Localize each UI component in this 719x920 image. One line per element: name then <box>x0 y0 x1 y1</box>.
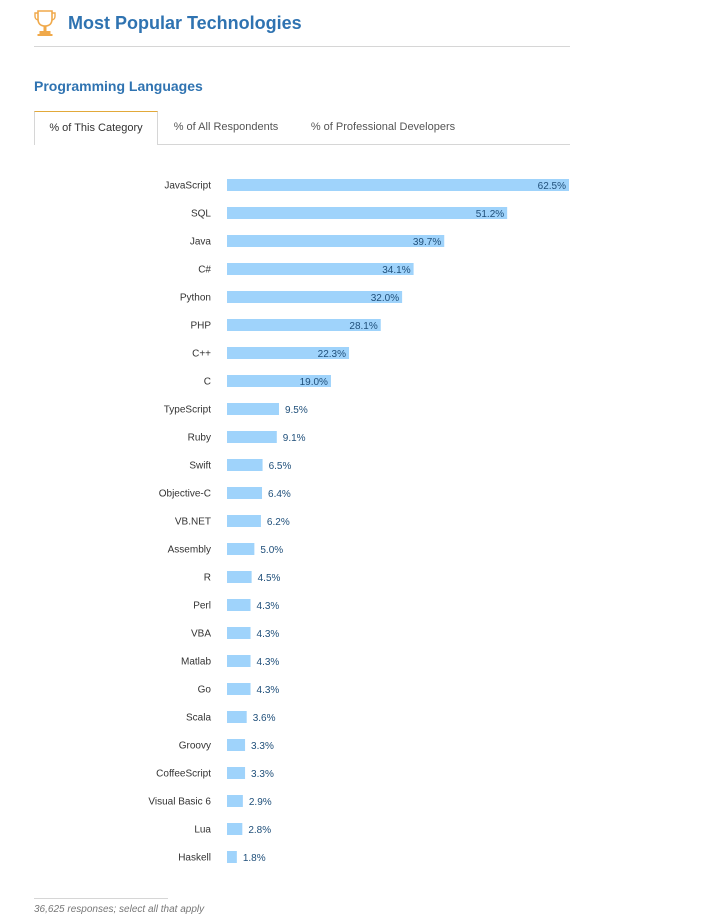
value-label: 6.5% <box>269 461 292 472</box>
value-label: 6.4% <box>268 489 291 500</box>
value-label: 22.3% <box>318 349 346 360</box>
category-label: Ruby <box>188 433 211 444</box>
bar[interactable] <box>227 767 246 779</box>
page-title: Most Popular Technologies <box>68 13 302 33</box>
bar[interactable] <box>227 599 251 611</box>
category-label: JavaScript <box>164 181 211 192</box>
bar[interactable] <box>227 235 445 247</box>
footnote: 36,625 responses; select all that apply <box>34 904 205 915</box>
bar[interactable] <box>227 263 414 275</box>
category-label: Python <box>180 293 211 304</box>
bar[interactable] <box>227 711 247 723</box>
section-title: Programming Languages <box>34 78 203 94</box>
category-label: Java <box>190 237 212 248</box>
value-label: 9.1% <box>283 433 306 444</box>
category-label: SQL <box>191 209 211 220</box>
bar[interactable] <box>227 543 255 555</box>
value-label: 32.0% <box>371 293 399 304</box>
category-label: Scala <box>186 713 211 724</box>
value-label: 1.8% <box>243 853 266 864</box>
category-label: Objective-C <box>159 489 211 500</box>
value-label: 62.5% <box>538 181 566 192</box>
bar-chart: JavaScript 62.5% SQL 51.2% Java 39.7% C# 34.1% P… <box>148 179 569 864</box>
bar[interactable] <box>227 823 243 835</box>
header: Most Popular Technologies <box>34 8 570 47</box>
bar[interactable] <box>227 683 251 695</box>
value-label: 3.6% <box>253 713 276 724</box>
value-label: 4.3% <box>257 629 280 640</box>
bar[interactable] <box>227 347 350 359</box>
value-label: 4.3% <box>257 685 280 696</box>
bar[interactable] <box>227 375 331 387</box>
category-label: C# <box>198 265 211 276</box>
bar[interactable] <box>227 739 246 751</box>
bar[interactable] <box>227 403 279 415</box>
category-label: C++ <box>192 349 211 360</box>
category-label: TypeScript <box>164 405 211 416</box>
value-label: 9.5% <box>285 405 308 416</box>
value-label: 4.5% <box>258 573 281 584</box>
category-label: CoffeeScript <box>156 769 211 780</box>
category-label: Swift <box>189 461 211 472</box>
bar[interactable] <box>227 515 261 527</box>
footnote-divider <box>34 898 168 899</box>
tab-bar: % of This Category % of All Respondents … <box>34 111 570 145</box>
category-label: VB.NET <box>175 517 211 528</box>
tab-this-category[interactable]: % of This Category <box>34 111 158 145</box>
category-label: Haskell <box>178 853 211 864</box>
bar[interactable] <box>227 207 508 219</box>
category-label: PHP <box>190 321 211 332</box>
bar[interactable] <box>227 459 263 471</box>
bar[interactable] <box>227 291 403 303</box>
value-label: 51.2% <box>476 209 504 220</box>
category-label: Visual Basic 6 <box>148 797 211 808</box>
value-label: 5.0% <box>260 545 283 556</box>
bar[interactable] <box>227 851 237 863</box>
trophy-icon <box>34 10 56 36</box>
category-label: Perl <box>193 601 211 612</box>
value-label: 6.2% <box>267 517 290 528</box>
bar[interactable] <box>227 795 243 807</box>
bar[interactable] <box>227 655 251 667</box>
bar[interactable] <box>227 431 277 443</box>
category-label: VBA <box>191 629 211 640</box>
bar[interactable] <box>227 627 251 639</box>
category-label: Matlab <box>181 657 211 668</box>
value-label: 39.7% <box>413 237 441 248</box>
category-label: Lua <box>194 825 211 836</box>
category-label: Go <box>198 685 212 696</box>
tab-professional-developers[interactable]: % of Professional Developers <box>310 121 456 133</box>
value-label: 3.3% <box>251 741 274 752</box>
category-label: C <box>204 377 211 388</box>
category-label: Assembly <box>168 545 211 556</box>
category-label: R <box>204 573 211 584</box>
bar[interactable] <box>227 571 252 583</box>
value-label: 19.0% <box>300 377 328 388</box>
value-label: 4.3% <box>257 657 280 668</box>
value-label: 34.1% <box>382 265 410 276</box>
category-label: Groovy <box>179 741 211 752</box>
tab-all-respondents[interactable]: % of All Respondents <box>173 121 279 133</box>
value-label: 3.3% <box>251 769 274 780</box>
bar[interactable] <box>227 319 381 331</box>
value-label: 2.9% <box>249 797 272 808</box>
value-label: 28.1% <box>349 321 377 332</box>
value-label: 4.3% <box>257 601 280 612</box>
bar[interactable] <box>227 179 569 191</box>
value-label: 2.8% <box>248 825 271 836</box>
bar[interactable] <box>227 487 263 499</box>
